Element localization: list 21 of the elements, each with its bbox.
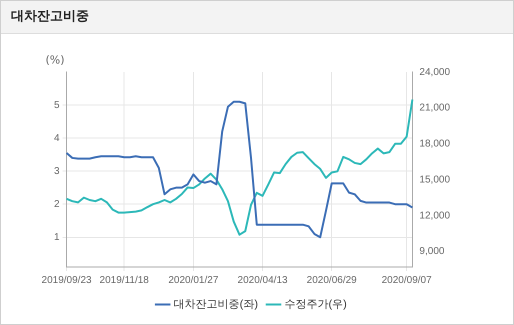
y2-tick-label: 9,000 — [419, 246, 445, 258]
y-axis-title: (%) — [46, 53, 65, 66]
y2-tick-label: 21,000 — [419, 102, 450, 114]
x-tick-label: 2020/09/07 — [382, 274, 432, 286]
y2-tick-label: 24,000 — [419, 66, 450, 78]
y2-tick-label: 12,000 — [419, 210, 450, 222]
y-tick-label: 3 — [54, 166, 60, 177]
y-tick-label: 2 — [54, 198, 60, 210]
y2-tick-label: 15,000 — [419, 174, 450, 186]
y-tick-label: 1 — [54, 232, 60, 244]
y-tick-label: 4 — [54, 132, 60, 144]
x-tick-label: 2020/01/27 — [168, 274, 219, 286]
chart-title: 대차잔고비중 — [1, 1, 513, 34]
x-tick-label: 2019/09/23 — [42, 274, 92, 286]
y-tick-label: 5 — [54, 100, 60, 111]
y2-tick-label: 18,000 — [419, 138, 450, 150]
legend-label: 수정주가(우) — [284, 298, 347, 311]
x-tick-label: 2019/11/18 — [100, 274, 150, 286]
x-tick-label: 2020/06/29 — [306, 274, 358, 286]
x-tick-label: 2020/04/13 — [238, 274, 288, 286]
legend-label: 대차잔고비중(좌) — [174, 298, 258, 311]
